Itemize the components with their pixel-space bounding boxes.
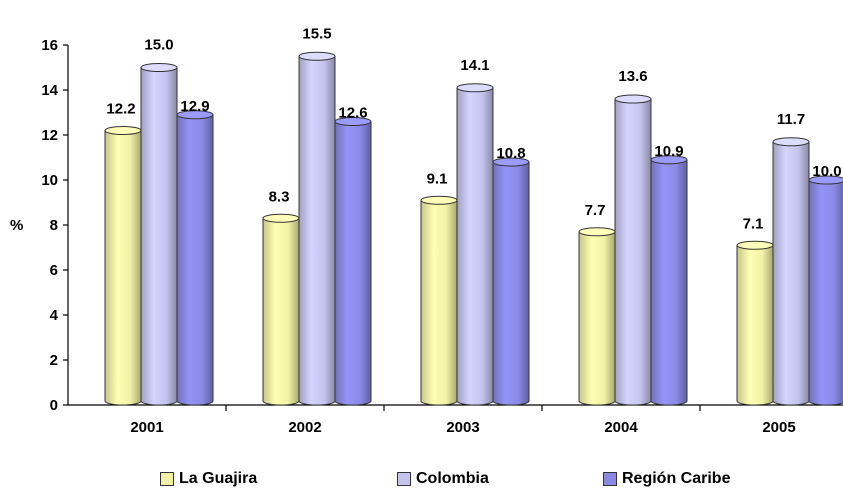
data-label: 12.2 xyxy=(106,101,135,118)
bar xyxy=(334,117,372,406)
y-axis-label: % xyxy=(10,217,24,234)
data-label: 15.0 xyxy=(144,37,173,54)
x-tick-label: 2001 xyxy=(130,419,163,436)
data-label: 15.5 xyxy=(302,25,331,42)
bar-top xyxy=(772,137,810,147)
bar-body xyxy=(736,244,774,406)
data-label: 10.8 xyxy=(496,145,525,162)
bar-top xyxy=(492,157,530,167)
bar-body xyxy=(298,55,336,406)
y-tick-label: 16 xyxy=(41,37,58,54)
data-label: 14.1 xyxy=(460,57,489,74)
bar-top xyxy=(736,240,774,250)
bar xyxy=(578,227,616,406)
bar xyxy=(420,195,458,406)
bar-top xyxy=(420,195,458,205)
y-tick-label: 0 xyxy=(50,397,58,414)
data-label: 10.0 xyxy=(812,163,841,180)
bar-top xyxy=(298,51,336,61)
bar-body xyxy=(808,179,843,406)
legend-label-la-guajira: La Guajira xyxy=(179,470,258,487)
y-tick-label: 14 xyxy=(41,82,58,99)
legend-swatch-region-caribe xyxy=(603,472,617,486)
bar xyxy=(650,155,688,406)
bar-top xyxy=(334,117,372,126)
bar-body xyxy=(772,141,810,406)
data-label: 9.1 xyxy=(427,170,448,187)
legend-label-region-caribe: Región Caribe xyxy=(622,470,731,487)
bar xyxy=(104,126,142,406)
bar-body xyxy=(334,121,372,406)
bar-body xyxy=(420,199,458,406)
data-label: 12.6 xyxy=(338,105,367,122)
bar-body xyxy=(614,98,652,406)
bar-body xyxy=(262,217,300,406)
bar xyxy=(614,94,652,406)
legend: La Guajira Colombia Región Caribe xyxy=(0,470,843,494)
bar-top xyxy=(650,155,688,165)
legend-item-la-guajira: La Guajira xyxy=(160,470,257,488)
y-tick-label: 12 xyxy=(41,127,58,144)
y-tick-label: 2 xyxy=(50,352,58,369)
x-tick-label: 2002 xyxy=(288,419,321,436)
y-tick-label: 4 xyxy=(50,307,59,324)
bar-body xyxy=(456,87,494,406)
bar xyxy=(772,137,810,406)
bar-top xyxy=(614,94,652,104)
data-label: 7.7 xyxy=(585,202,606,219)
bar xyxy=(456,83,494,406)
y-tick-label: 8 xyxy=(50,217,58,234)
y-tick-label: 6 xyxy=(50,262,58,279)
y-tick-label: 10 xyxy=(41,172,58,189)
bar-top xyxy=(578,227,616,237)
bar xyxy=(736,240,774,406)
legend-swatch-colombia xyxy=(397,472,411,486)
bar-top xyxy=(808,175,843,185)
bar-top xyxy=(176,110,214,120)
data-label: 10.9 xyxy=(654,143,683,160)
data-label: 11.7 xyxy=(777,111,805,128)
bar-body xyxy=(176,114,214,406)
bar-body xyxy=(140,67,178,406)
x-tick-label: 2004 xyxy=(604,419,638,436)
data-label: 8.3 xyxy=(269,188,290,205)
bar-body xyxy=(578,231,616,406)
data-label: 12.9 xyxy=(180,98,209,115)
bar-body xyxy=(650,159,688,406)
bar-top xyxy=(140,63,178,72)
bar-body xyxy=(492,161,530,406)
bar-top xyxy=(104,126,142,135)
bar-body xyxy=(104,130,142,406)
bar xyxy=(492,157,530,406)
legend-item-colombia: Colombia xyxy=(397,470,489,488)
legend-label-colombia: Colombia xyxy=(416,470,489,487)
bar-top xyxy=(262,213,300,223)
bar xyxy=(298,51,336,406)
bar xyxy=(176,110,214,406)
bar xyxy=(140,63,178,406)
bar-chart: 0 2 4 6 8 10 12 14 16 2001 2002 2003 2004 2005 12.2 15.… xyxy=(41,25,843,436)
x-tick-label: 2005 xyxy=(762,419,795,436)
data-label: 7.1 xyxy=(743,215,764,232)
x-tick-label: 2003 xyxy=(446,419,479,436)
bar xyxy=(262,213,300,406)
legend-swatch-la-guajira xyxy=(160,472,174,486)
legend-item-region-caribe: Región Caribe xyxy=(603,470,730,488)
bar xyxy=(808,175,843,406)
bar-top xyxy=(456,83,494,93)
data-label: 13.6 xyxy=(618,68,647,85)
